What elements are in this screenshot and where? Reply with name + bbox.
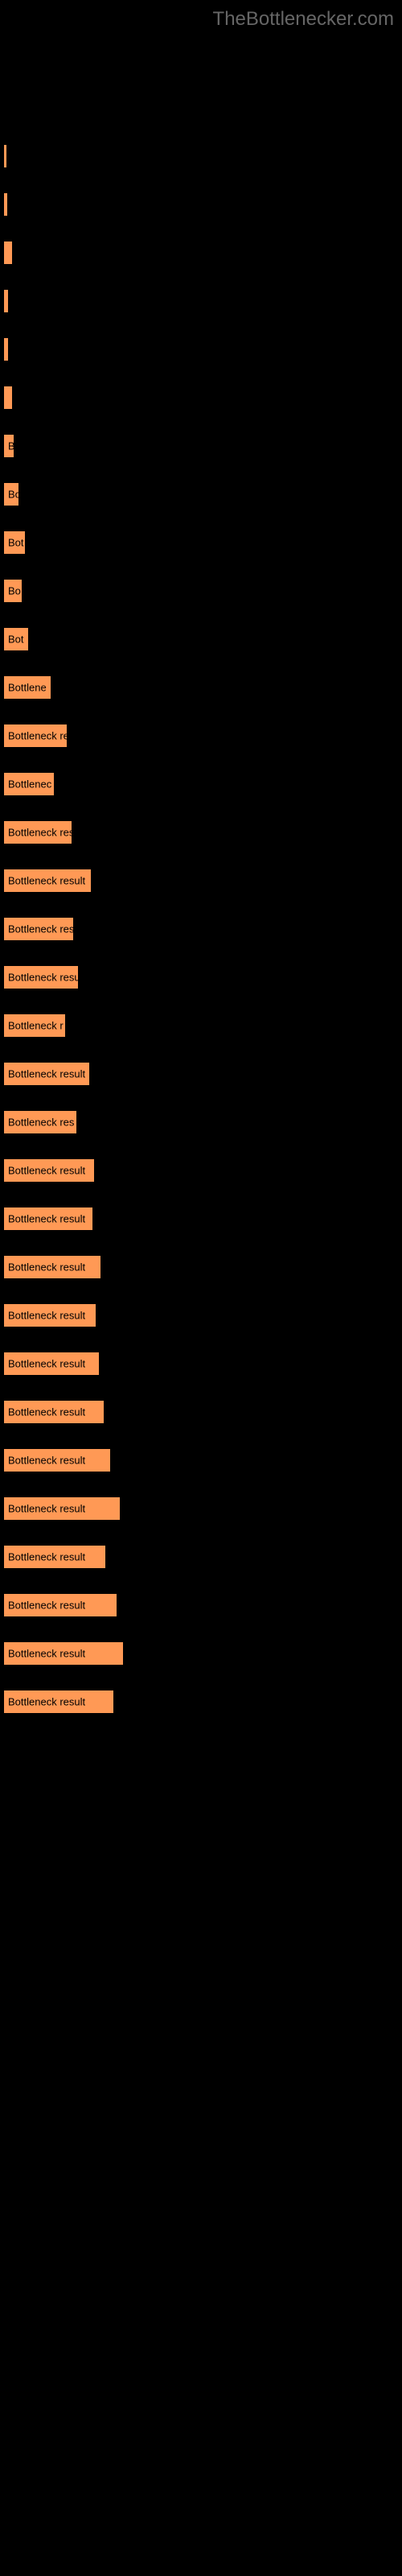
bar-label: Bottleneck result [8, 1600, 85, 1612]
bar-row: Bottleneck res [4, 1111, 402, 1133]
bar-row [4, 193, 402, 216]
bar-row [4, 290, 402, 312]
bar [4, 338, 8, 361]
bar-label: Bottleneck result [8, 1261, 85, 1274]
bar-label: Bottleneck result [8, 1310, 85, 1322]
bar-chart: B Bo Bot Bo Bot Bottlene Bottleneck re Bottlene… [0, 0, 402, 1771]
bar-label: Bottleneck resu [8, 972, 80, 984]
bar-label: Bo [8, 585, 21, 597]
bar-row: Bot [4, 531, 402, 554]
bar-label: Bot [8, 634, 24, 646]
bar-label: Bottlenec [8, 778, 51, 791]
bar [4, 290, 8, 312]
bar [4, 145, 6, 167]
bar-label: Bot [8, 537, 24, 549]
bar-label: Bottleneck result [8, 875, 85, 887]
bar-row: Bottleneck resu [4, 966, 402, 989]
bar-label: Bottleneck r [8, 1020, 64, 1032]
bar-label: Bottleneck result [8, 1165, 85, 1177]
bar-row: Bottlenec [4, 773, 402, 795]
bar-row: Bottleneck res [4, 918, 402, 940]
bar-row: Bottleneck r [4, 1014, 402, 1037]
bar-row: Bottleneck result [4, 1449, 402, 1472]
bar-row: Bottleneck result [4, 1594, 402, 1616]
bar [4, 193, 7, 216]
bar-row: Bottleneck result [4, 1208, 402, 1230]
bar-row: Bottleneck result [4, 1352, 402, 1375]
bar-label: Bottlene [8, 682, 47, 694]
watermark-text: TheBottlenecker.com [213, 8, 394, 31]
bar-row [4, 242, 402, 264]
bar-row: B [4, 435, 402, 457]
bar-label: Bottleneck result [8, 1696, 85, 1708]
bar-label: Bottleneck res [8, 923, 74, 935]
bar-label: Bottleneck result [8, 1648, 85, 1660]
bar-row: Bottleneck re [4, 724, 402, 747]
bar-row: Bottleneck result [4, 1690, 402, 1713]
bar-label: Bottleneck result [8, 1213, 85, 1225]
bar-label: Bottleneck result [8, 1503, 85, 1515]
bar-row: Bottleneck result [4, 1304, 402, 1327]
bar-label: Bottleneck result [8, 1358, 85, 1370]
bar-row: Bo [4, 483, 402, 506]
bar-row: Bottleneck result [4, 1546, 402, 1568]
bar-row: Bottleneck res [4, 821, 402, 844]
bar-row: Bot [4, 628, 402, 650]
bar-row [4, 145, 402, 167]
bar-row [4, 386, 402, 409]
bar-label: Bottleneck result [8, 1068, 85, 1080]
bar-label: Bottleneck result [8, 1455, 85, 1467]
bar-row: Bo [4, 580, 402, 602]
bar-label: Bottleneck result [8, 1551, 85, 1563]
bar-row: Bottleneck result [4, 1159, 402, 1182]
bar-label: B [8, 440, 15, 452]
bar [4, 386, 12, 409]
bar-row: Bottlene [4, 676, 402, 699]
bar-label: Bo [8, 489, 21, 501]
bar-label: Bottleneck result [8, 1406, 85, 1418]
bar-label: Bottleneck re [8, 730, 69, 742]
bar-row: Bottleneck result [4, 1497, 402, 1520]
bar-label: Bottleneck res [8, 1117, 74, 1129]
bar-row [4, 338, 402, 361]
bar [4, 242, 12, 264]
bar-row: Bottleneck result [4, 869, 402, 892]
bar-row: Bottleneck result [4, 1642, 402, 1665]
bar-row: Bottleneck result [4, 1401, 402, 1423]
bar-row: Bottleneck result [4, 1063, 402, 1085]
bar-row: Bottleneck result [4, 1256, 402, 1278]
bar-label: Bottleneck res [8, 827, 74, 839]
